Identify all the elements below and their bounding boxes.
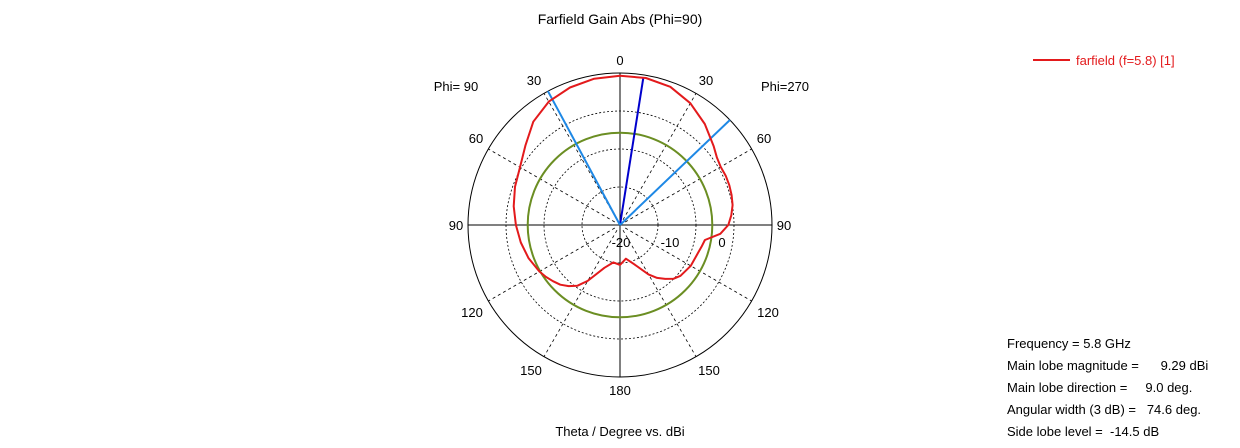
series-line-farfield <box>512 74 734 288</box>
plane-label-left: Phi= 90 <box>434 79 478 94</box>
chart-title: Farfield Gain Abs (Phi=90) <box>538 11 703 27</box>
info-frequency: Frequency = 5.8 GHz <box>1007 336 1131 351</box>
legend-label: farfield (f=5.8) [1] <box>1076 53 1175 68</box>
angle-label-90-right: 90 <box>777 218 791 233</box>
radial-label-0: 0 <box>718 235 725 250</box>
grid-spoke <box>624 148 752 223</box>
angle-label-150-left: 150 <box>520 363 542 378</box>
angle-label-90-left: 90 <box>449 218 463 233</box>
grid-spoke <box>488 148 616 223</box>
farfield-summary: Frequency = 5.8 GHz Main lobe magnitude … <box>1007 333 1208 443</box>
grid-spoke <box>543 229 618 357</box>
chart-overlays <box>512 74 734 319</box>
angle-label-120-left: 120 <box>461 305 483 320</box>
x-axis-label: Theta / Degree vs. dBi <box>555 424 684 439</box>
angle-label-0: 0 <box>616 53 623 68</box>
plane-label-right: Phi=270 <box>761 79 809 94</box>
legend: farfield (f=5.8) [1] <box>1033 53 1175 68</box>
grid-spoke <box>488 227 616 302</box>
angle-label-60-right: 60 <box>757 131 771 146</box>
grid-spoke <box>622 229 697 357</box>
info-main-lobe-direction: Main lobe direction = 9.0 deg. <box>1007 380 1193 395</box>
angle-label-30-left: 30 <box>527 73 541 88</box>
info-side-lobe-level: Side lobe level = -14.5 dB <box>1007 424 1160 439</box>
radial-label-minus10: -10 <box>661 235 680 250</box>
angle-label-150-right: 150 <box>698 363 720 378</box>
3db-beamwidth-edge-line <box>619 119 731 226</box>
angle-label-30-right: 30 <box>699 73 713 88</box>
reference-circle <box>526 131 714 319</box>
grid-spoke <box>622 93 697 221</box>
angle-label-120-right: 120 <box>757 305 779 320</box>
radial-label-minus20: -20 <box>612 235 631 250</box>
3db-beamwidth-edge-line <box>547 90 621 226</box>
info-main-lobe-magnitude: Main lobe magnitude = 9.29 dBi <box>1007 358 1209 373</box>
grid-spoke <box>624 227 752 302</box>
angle-label-60-left: 60 <box>469 131 483 146</box>
angle-label-180: 180 <box>609 383 631 398</box>
main-lobe-direction-line <box>619 77 645 226</box>
info-angular-width: Angular width (3 dB) = 74.6 deg. <box>1007 402 1202 417</box>
